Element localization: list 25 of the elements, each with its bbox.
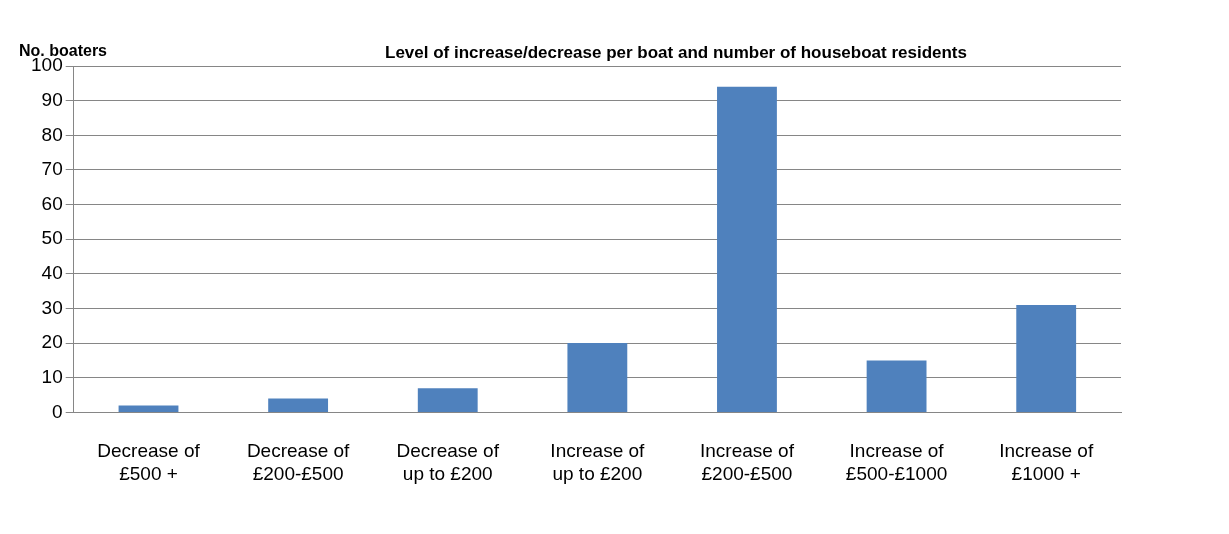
y-tick-label: 70 (41, 158, 63, 180)
x-tick-label: Increase of up to £200 (550, 440, 646, 484)
y-tick-label: 40 (41, 262, 63, 284)
y-tick-label: 0 (52, 400, 63, 422)
x-tick-label: Increase of £200-£500 (699, 440, 795, 484)
bar (118, 405, 179, 412)
x-tick-label: Decrease of £500 + (97, 440, 201, 484)
bar (268, 398, 329, 412)
y-tick-label: 10 (41, 365, 63, 387)
x-tick-label: Decrease of up to £200 (396, 440, 500, 484)
y-tick-label: 60 (41, 192, 63, 214)
chart-title: Level of increase/decrease per boat and number of houseboat residents (385, 43, 967, 63)
bar (717, 86, 777, 412)
bar (567, 343, 628, 412)
x-tick-label: Increase of £1000 + (999, 440, 1094, 484)
bar (1016, 305, 1077, 412)
y-tick-label: 50 (41, 227, 63, 249)
y-tick-label: 90 (41, 88, 63, 110)
y-tick-label: 20 (41, 331, 63, 353)
x-tick-label: Decrease of £200-£500 (246, 440, 351, 484)
bar (866, 360, 927, 412)
x-tick-label: Increase of £500-£1000 (845, 440, 948, 484)
bar (417, 388, 478, 412)
y-tick-label: 80 (41, 123, 63, 145)
y-tick-label: 30 (41, 296, 63, 318)
